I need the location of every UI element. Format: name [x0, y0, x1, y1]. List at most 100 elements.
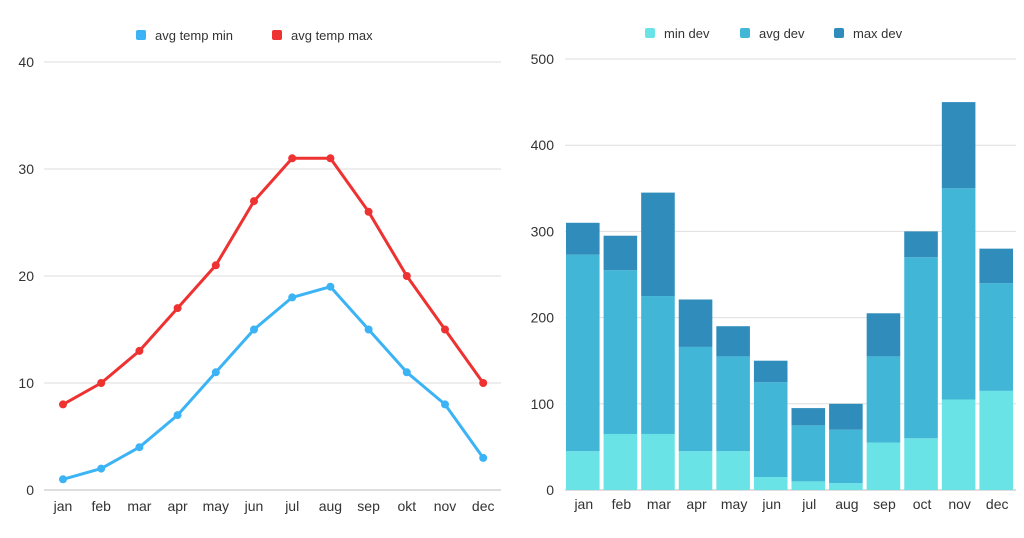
bar-chart-x-tick-label: jul [801, 496, 816, 512]
bar-segment-avg-dev [566, 254, 600, 452]
line-chart-x-tick-label: feb [91, 498, 111, 514]
bar-segment-avg-dev [791, 425, 826, 482]
line-point-avg-temp-min [250, 325, 258, 334]
line-chart-x-tick-label: apr [167, 498, 188, 514]
bar-segment-min-dev [904, 438, 938, 490]
bar-segment-max-dev [829, 403, 863, 430]
line-point-avg-temp-min [211, 368, 220, 377]
line-chart-x-tick-label: jul [284, 498, 299, 514]
bar-chart-legend-swatch-avg-dev [740, 28, 750, 38]
bar-segment-max-dev [641, 192, 675, 297]
line-point-avg-temp-max [326, 154, 335, 163]
bar-chart-y-tick-label: 300 [531, 223, 555, 239]
line-chart-x-tick-label: jun [244, 498, 264, 514]
line-point-avg-temp-min [402, 368, 411, 377]
bar-segment-max-dev [603, 235, 638, 271]
bar-chart-y-tick-label: 400 [531, 137, 555, 153]
line-point-avg-temp-max [59, 400, 67, 409]
bar-segment-min-dev [753, 477, 788, 490]
bar-chart-y-tick-label: 500 [531, 51, 555, 67]
line-point-avg-temp-max [211, 261, 220, 270]
bar-chart-x-tick-label: apr [686, 496, 707, 512]
bar-segment-max-dev [566, 222, 600, 255]
line-chart-y-tick-label: 30 [18, 161, 34, 177]
line-chart-y-tick-label: 0 [26, 482, 34, 498]
bar-chart-x-tick-label: oct [913, 496, 932, 512]
line-point-avg-temp-max [135, 346, 144, 355]
bar-chart-x-tick-label: feb [612, 496, 632, 512]
bar-segment-max-dev [904, 231, 938, 258]
line-point-avg-temp-min [97, 464, 106, 473]
line-series-avg-temp-min [62, 285, 485, 481]
line-point-avg-temp-max [173, 304, 182, 313]
bar-chart-x-tick-label: aug [835, 496, 858, 512]
line-point-avg-temp-min [135, 443, 144, 452]
line-point-avg-temp-min [288, 293, 297, 302]
line-chart-x-tick-label: dec [472, 498, 495, 514]
line-chart-x-tick-label: sep [357, 498, 380, 514]
bar-chart-x-tick-label: jun [761, 496, 781, 512]
bar-chart-x-tick-label: nov [948, 496, 971, 512]
bar-segment-min-dev [791, 481, 826, 490]
bar-chart-y-tick-label: 100 [531, 396, 555, 412]
bar-chart-x-tick-label: may [721, 496, 747, 512]
line-point-avg-temp-max [364, 207, 373, 216]
line-point-avg-temp-min [326, 282, 335, 291]
bar-chart-legend-swatch-max-dev [834, 28, 844, 38]
line-chart-y-tick-label: 20 [18, 268, 34, 284]
line-chart: 0 10 20 30 40 jan feb mar apr may jun jul aug sep okt n… [18, 28, 501, 514]
bar-segment-min-dev [979, 390, 1013, 490]
bar-segment-min-dev [941, 399, 976, 490]
bar-segment-avg-dev [904, 257, 938, 439]
bar-segment-avg-dev [603, 270, 638, 434]
bar-chart-y-tick-label: 0 [546, 482, 554, 498]
bar-chart-x-tick-label: dec [986, 496, 1009, 512]
bar-chart-legend-label-min-dev: min dev [664, 26, 710, 41]
stacked-bar-chart: 0 100 200 300 400 500 jan feb mar apr may jun jul aug… [531, 26, 1016, 512]
bar-chart-y-tick-label: 200 [531, 310, 555, 326]
bar-segment-min-dev [716, 451, 750, 490]
line-chart-legend-label-avg-temp-min: avg temp min [155, 28, 233, 43]
bar-segment-min-dev [829, 483, 863, 490]
bar-chart-legend-label-max-dev: max dev [853, 26, 903, 41]
bar-chart-legend-swatch-min-dev [645, 28, 655, 38]
line-chart-x-tick-label: mar [127, 498, 151, 514]
line-chart-y-tick-label: 10 [18, 375, 34, 391]
bar-segment-avg-dev [641, 296, 675, 434]
bar-chart-x-tick-label: jan [573, 496, 593, 512]
line-chart-x-tick-label: aug [319, 498, 342, 514]
line-chart-legend-swatch-avg-temp-max [272, 30, 282, 40]
bar-segment-avg-dev [941, 188, 976, 400]
bar-segment-avg-dev [866, 356, 901, 443]
line-point-avg-temp-max [479, 379, 488, 387]
line-series-avg-temp-max [62, 156, 485, 406]
bar-segment-min-dev [641, 433, 675, 490]
line-point-avg-temp-min [364, 325, 373, 334]
line-chart-y-tick-label: 40 [18, 54, 34, 70]
line-point-avg-temp-max [441, 325, 449, 334]
bar-segment-avg-dev [678, 346, 713, 452]
bar-segment-min-dev [566, 451, 600, 490]
line-point-avg-temp-max [288, 154, 297, 163]
line-point-avg-temp-min [59, 475, 67, 484]
bar-segment-max-dev [791, 408, 826, 426]
line-point-avg-temp-min [441, 400, 449, 409]
line-chart-x-tick-label: nov [434, 498, 457, 514]
bar-segment-max-dev [979, 248, 1013, 284]
bar-segment-avg-dev [716, 356, 750, 452]
line-chart-legend-swatch-avg-temp-min [136, 30, 146, 40]
line-point-avg-temp-min [479, 453, 488, 462]
bar-segment-avg-dev [753, 382, 788, 478]
bar-segment-max-dev [753, 360, 788, 383]
line-chart-legend-label-avg-temp-max: avg temp max [291, 28, 373, 43]
bar-segment-max-dev [866, 313, 901, 357]
line-point-avg-temp-min [173, 411, 182, 420]
line-point-avg-temp-max [402, 272, 411, 280]
line-chart-x-tick-label: may [203, 498, 229, 514]
bar-segment-min-dev [866, 442, 901, 490]
bar-segment-max-dev [678, 299, 713, 347]
bar-chart-legend-label-avg-dev: avg dev [759, 26, 805, 41]
line-chart-x-tick-label: jan [53, 498, 73, 514]
line-chart-x-tick-label: okt [397, 498, 416, 514]
